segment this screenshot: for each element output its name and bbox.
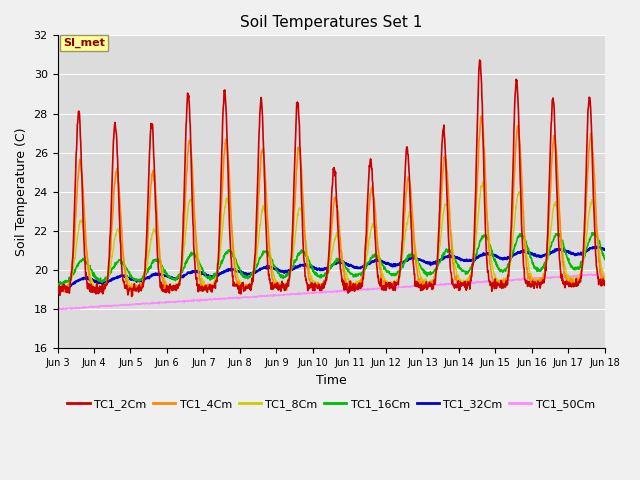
Y-axis label: Soil Temperature (C): Soil Temperature (C) [15,128,28,256]
Legend: TC1_2Cm, TC1_4Cm, TC1_8Cm, TC1_16Cm, TC1_32Cm, TC1_50Cm: TC1_2Cm, TC1_4Cm, TC1_8Cm, TC1_16Cm, TC1… [63,395,600,414]
X-axis label: Time: Time [316,373,346,387]
Text: SI_met: SI_met [63,38,105,48]
Title: Soil Temperatures Set 1: Soil Temperatures Set 1 [240,15,422,30]
